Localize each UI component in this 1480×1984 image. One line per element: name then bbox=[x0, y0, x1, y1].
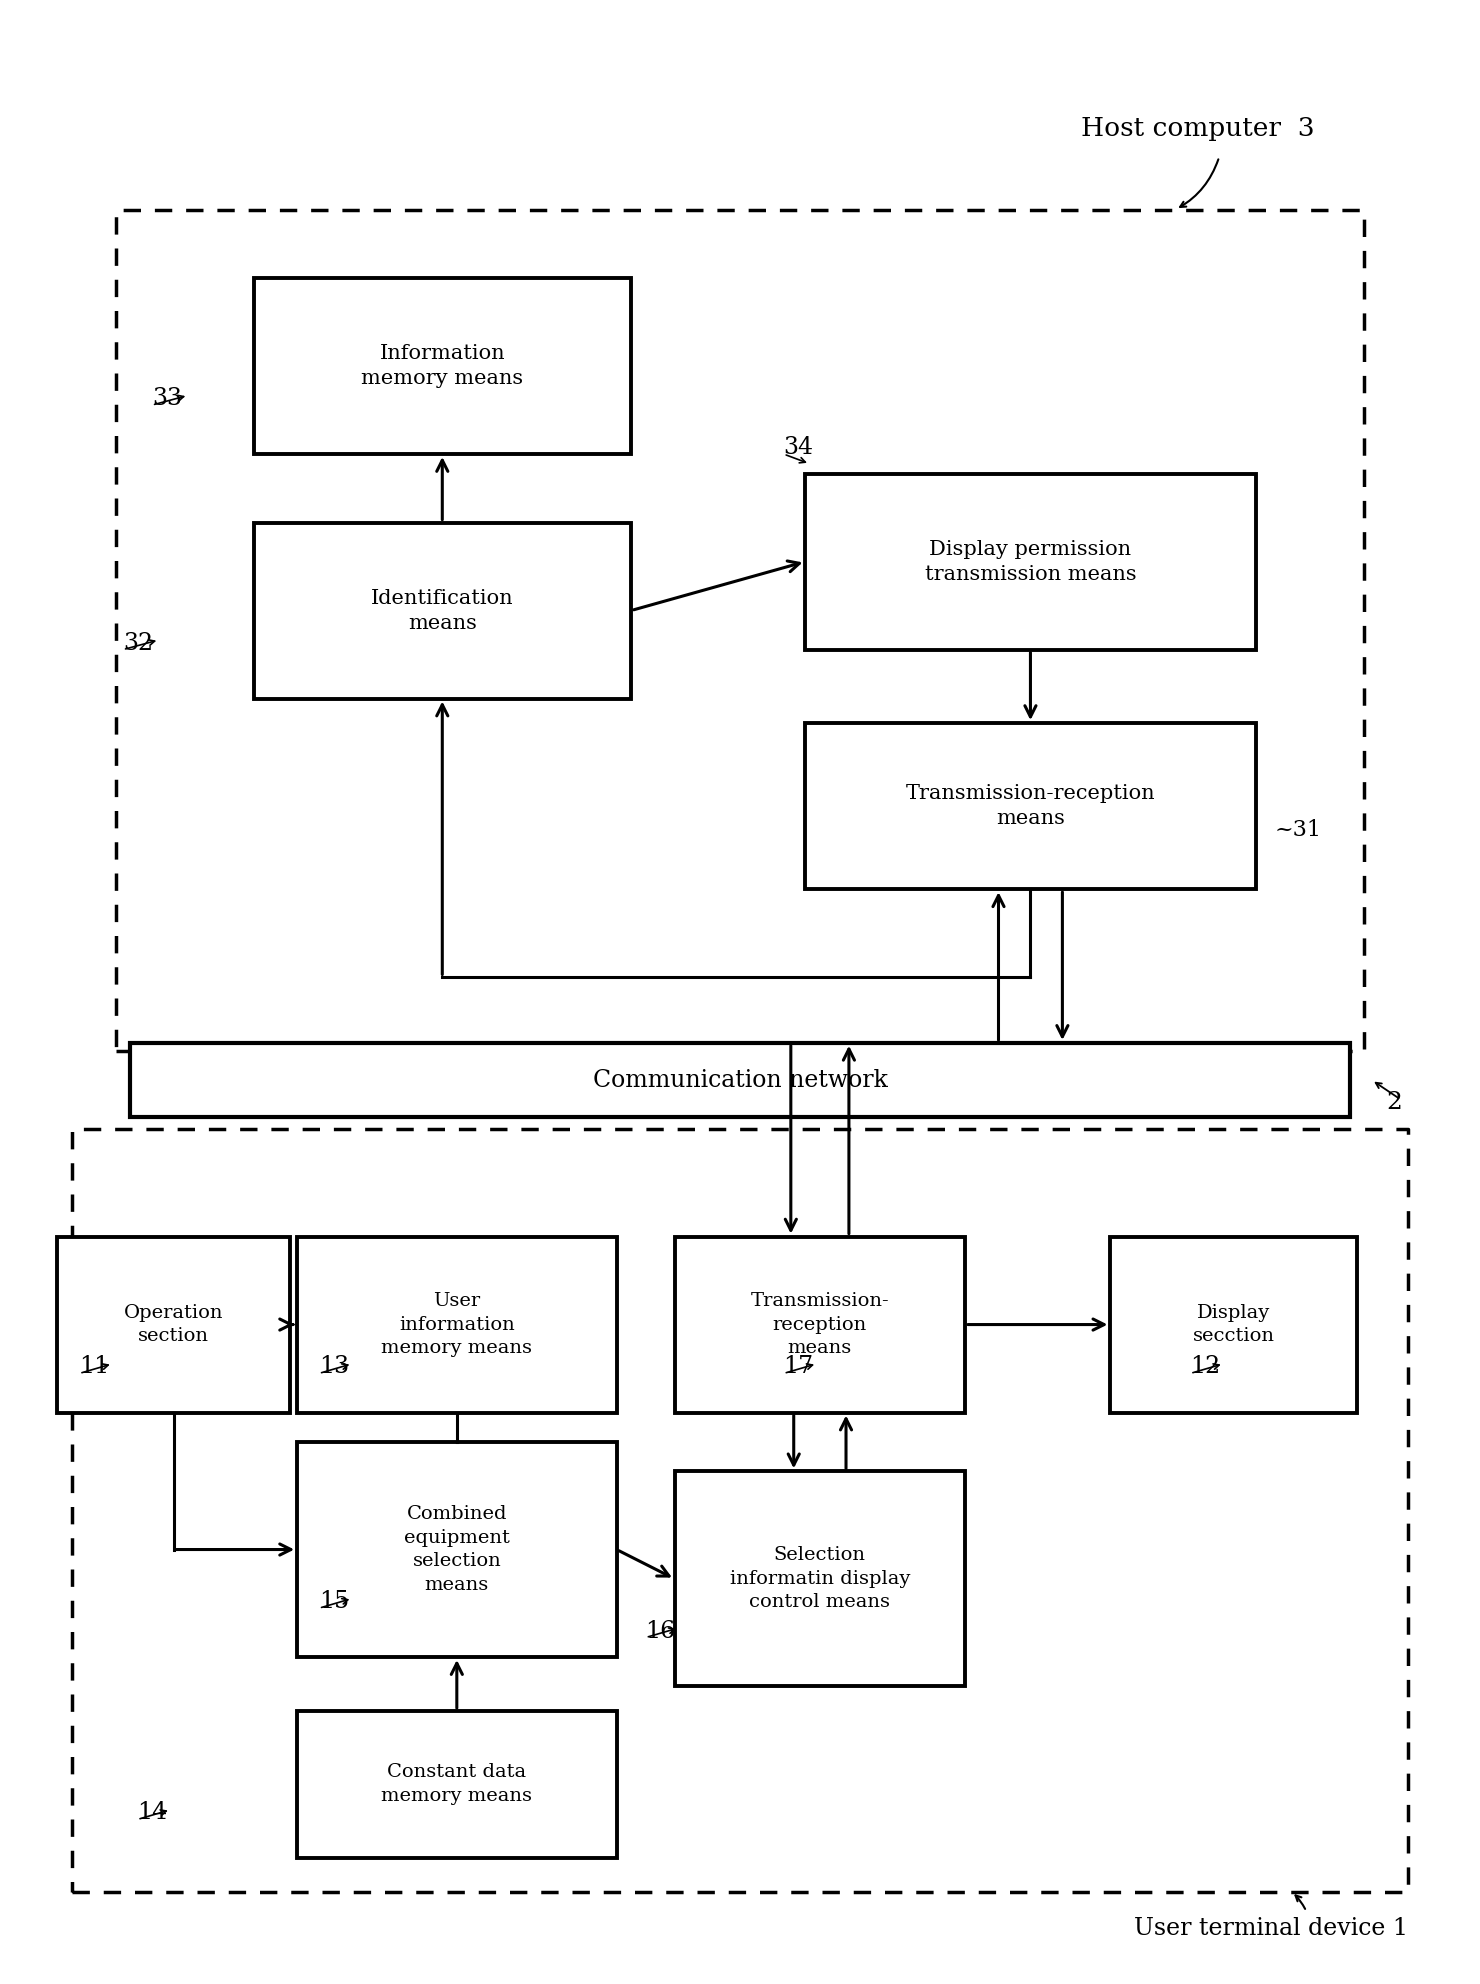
Bar bbox=[130, 1044, 1350, 1117]
Text: User terminal device 1: User terminal device 1 bbox=[1134, 1917, 1407, 1940]
Text: 33: 33 bbox=[152, 387, 182, 411]
Text: 34: 34 bbox=[783, 436, 814, 458]
Text: Display
secction: Display secction bbox=[1193, 1303, 1274, 1345]
Bar bbox=[297, 1710, 617, 1857]
Text: 14: 14 bbox=[138, 1801, 167, 1825]
Text: Constant data
memory means: Constant data memory means bbox=[382, 1764, 533, 1805]
Bar bbox=[253, 278, 630, 454]
Bar bbox=[297, 1236, 617, 1413]
Text: Identification
means: Identification means bbox=[371, 589, 514, 633]
Text: Combined
equipment
selection
means: Combined equipment selection means bbox=[404, 1506, 509, 1593]
Bar bbox=[58, 1236, 290, 1413]
Text: Communication network: Communication network bbox=[592, 1069, 888, 1091]
Text: ~31: ~31 bbox=[1274, 819, 1322, 841]
Text: 15: 15 bbox=[318, 1591, 349, 1613]
Text: Selection
informatin display
control means: Selection informatin display control mea… bbox=[730, 1546, 910, 1611]
Text: 11: 11 bbox=[80, 1355, 110, 1379]
Text: Host computer  3: Host computer 3 bbox=[1080, 115, 1314, 141]
Bar bbox=[675, 1236, 965, 1413]
Bar bbox=[805, 722, 1255, 889]
Text: 32: 32 bbox=[123, 631, 152, 655]
Text: User
information
memory means: User information memory means bbox=[382, 1292, 533, 1357]
Text: Transmission-
reception
means: Transmission- reception means bbox=[750, 1292, 889, 1357]
Bar bbox=[253, 522, 630, 698]
Text: Display permission
transmission means: Display permission transmission means bbox=[925, 540, 1137, 583]
Text: 17: 17 bbox=[783, 1355, 814, 1379]
Bar bbox=[675, 1472, 965, 1686]
Text: Transmission-reception
means: Transmission-reception means bbox=[906, 784, 1156, 827]
Bar bbox=[1110, 1236, 1357, 1413]
Text: 16: 16 bbox=[645, 1619, 676, 1643]
Text: Information
memory means: Information memory means bbox=[361, 343, 524, 389]
Bar bbox=[805, 474, 1255, 649]
Text: Operation
section: Operation section bbox=[124, 1303, 223, 1345]
Text: 12: 12 bbox=[1190, 1355, 1221, 1379]
Text: 2: 2 bbox=[1387, 1091, 1402, 1115]
Bar bbox=[297, 1442, 617, 1657]
Text: 13: 13 bbox=[318, 1355, 349, 1379]
